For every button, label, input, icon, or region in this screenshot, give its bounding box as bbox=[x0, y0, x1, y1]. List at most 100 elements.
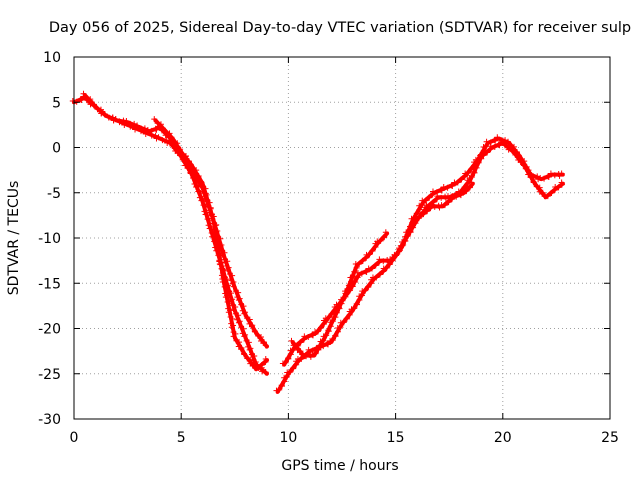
data-point bbox=[448, 182, 455, 189]
data-point bbox=[228, 324, 235, 331]
data-point bbox=[187, 165, 194, 172]
data-point bbox=[424, 208, 431, 215]
data-point bbox=[287, 369, 294, 376]
data-point bbox=[373, 274, 380, 281]
data-point bbox=[213, 229, 220, 236]
x-tick-label: 15 bbox=[387, 430, 405, 446]
data-point bbox=[325, 314, 332, 321]
data-point bbox=[101, 111, 108, 118]
data-point bbox=[380, 258, 387, 265]
data-point bbox=[168, 134, 175, 141]
data-point bbox=[317, 338, 324, 345]
data-point bbox=[449, 193, 456, 200]
data-point bbox=[206, 225, 213, 232]
data-point bbox=[465, 169, 472, 176]
data-point bbox=[548, 190, 555, 197]
data-point bbox=[363, 269, 370, 276]
data-point bbox=[222, 294, 229, 301]
data-point bbox=[348, 278, 355, 285]
data-point bbox=[362, 287, 369, 294]
data-point bbox=[408, 215, 415, 222]
grid bbox=[74, 57, 610, 419]
data-point bbox=[468, 166, 475, 173]
data-point bbox=[259, 361, 266, 368]
data-point bbox=[495, 141, 502, 148]
data-point bbox=[262, 355, 269, 362]
data-point bbox=[297, 339, 304, 346]
data-point bbox=[151, 116, 158, 123]
data-point bbox=[475, 156, 482, 163]
data-point bbox=[496, 142, 503, 149]
data-point bbox=[541, 175, 548, 182]
data-point bbox=[551, 172, 558, 179]
data-point bbox=[416, 202, 423, 209]
data-point bbox=[112, 116, 119, 123]
data-point bbox=[494, 134, 501, 141]
data-point bbox=[154, 120, 161, 127]
data-point bbox=[461, 184, 468, 191]
data-point bbox=[351, 269, 358, 276]
data-point bbox=[163, 129, 170, 136]
data-point bbox=[325, 327, 332, 334]
data-point bbox=[438, 194, 445, 201]
data-point bbox=[468, 173, 475, 180]
y-tick-label: 0 bbox=[52, 141, 61, 157]
series-track-G bbox=[417, 179, 475, 218]
data-point bbox=[244, 315, 251, 322]
data-point bbox=[209, 215, 216, 222]
data-point bbox=[238, 346, 245, 353]
data-point bbox=[430, 199, 437, 206]
data-point bbox=[400, 241, 407, 248]
data-point bbox=[401, 237, 408, 244]
data-point bbox=[216, 260, 223, 267]
data-point bbox=[369, 247, 376, 254]
data-point bbox=[487, 139, 494, 146]
data-point bbox=[472, 156, 479, 163]
data-point bbox=[318, 324, 325, 331]
data-point bbox=[190, 170, 197, 177]
data-point bbox=[78, 97, 85, 104]
data-point bbox=[366, 251, 373, 258]
data-point bbox=[427, 202, 434, 209]
data-point bbox=[449, 183, 456, 190]
data-point bbox=[245, 339, 252, 346]
x-tick-label: 20 bbox=[494, 430, 512, 446]
data-point bbox=[440, 184, 447, 191]
data-point bbox=[279, 360, 286, 367]
data-point bbox=[202, 190, 209, 197]
data-point bbox=[229, 315, 236, 322]
x-tick-label: 25 bbox=[601, 430, 619, 446]
data-point bbox=[73, 98, 80, 105]
data-point bbox=[155, 134, 162, 141]
data-point bbox=[466, 174, 473, 181]
data-point bbox=[179, 152, 186, 159]
data-point bbox=[463, 188, 470, 195]
axis-ticks: 0 5 10 15 20 25 -30 -25 -20 -15 -10 -5 0 5 10 bbox=[38, 50, 619, 446]
data-point bbox=[203, 198, 210, 205]
data-point bbox=[235, 319, 242, 326]
data-point bbox=[198, 197, 205, 204]
data-point bbox=[383, 265, 390, 272]
y-tick-label: -5 bbox=[47, 186, 61, 202]
data-point bbox=[429, 188, 436, 195]
data-point bbox=[508, 142, 515, 149]
data-point bbox=[241, 310, 248, 317]
data-point bbox=[420, 211, 427, 218]
data-point bbox=[338, 296, 345, 303]
data-point bbox=[480, 143, 487, 150]
data-point bbox=[255, 332, 262, 339]
data-point bbox=[202, 211, 209, 218]
data-point bbox=[515, 152, 522, 159]
data-point bbox=[458, 176, 465, 183]
data-point bbox=[359, 257, 366, 264]
data-point bbox=[393, 252, 400, 259]
data-point bbox=[530, 179, 537, 186]
y-tick-label: 10 bbox=[43, 50, 61, 66]
data-point bbox=[402, 238, 409, 245]
data-point bbox=[220, 267, 227, 274]
data-point bbox=[413, 210, 420, 217]
data-point bbox=[219, 279, 226, 286]
data-point bbox=[240, 325, 247, 332]
data-point bbox=[287, 347, 294, 354]
data-point bbox=[381, 233, 388, 240]
